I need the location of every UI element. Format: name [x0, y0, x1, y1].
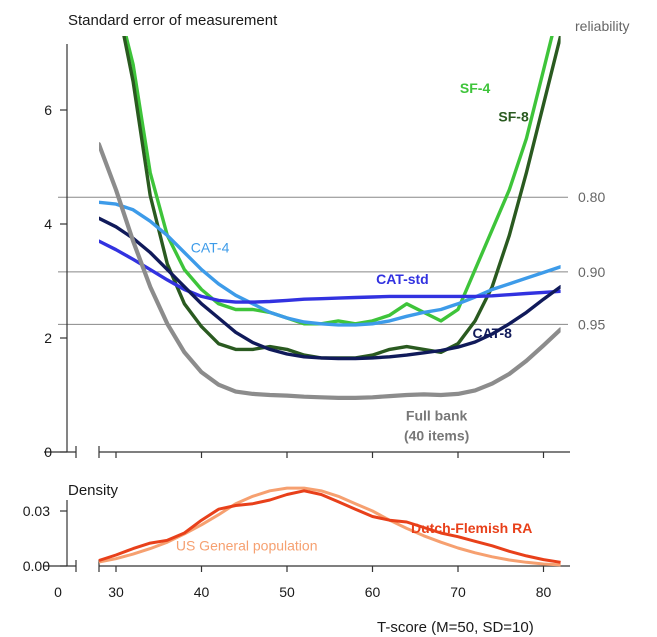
series-label-sf-4: SF-4 [460, 80, 491, 96]
sem-y-tick-label-3: 6 [44, 102, 52, 118]
sem-axis-title: Standard error of measurement [68, 12, 278, 29]
reliability-label-1: 0.90 [578, 264, 605, 280]
series-line-sf-8 [122, 36, 561, 360]
reliability-label-0: 0.80 [578, 189, 605, 205]
series-line-cat-std [99, 239, 561, 304]
reliability-title: reliability [575, 18, 629, 34]
x-tick-label-4: 60 [365, 584, 381, 600]
x-tick-label-3: 50 [279, 584, 295, 600]
series-line-cat-8 [99, 216, 561, 361]
density-line-dutch-flemish-ra [98, 489, 561, 564]
density-label-dutch-flemish-ra: Dutch-Flemish RA [411, 520, 532, 536]
density-panel [44, 486, 570, 572]
series-label-cat-4: CAT-4 [191, 240, 230, 256]
sem-y-tick-label-1: 2 [44, 330, 52, 346]
series-label-full-bank: Full bank (40 items) [404, 408, 469, 444]
x-tick-label-2: 40 [194, 584, 210, 600]
series-label-cat-8: CAT-8 [472, 325, 512, 341]
density-label-us-general-population: US General population [176, 537, 318, 553]
series-line-cat-4 [99, 200, 561, 327]
sem-curves [99, 36, 561, 400]
density-axis-title: Density [68, 482, 119, 499]
series-line-full-bank [99, 142, 561, 400]
series-line-sf-4 [124, 36, 554, 326]
sem-y-tick-label-0: 0 [44, 444, 52, 460]
x-axis-title: T-score (M=50, SD=10) [377, 619, 534, 636]
x-tick-label-1: 30 [108, 584, 124, 600]
density-y-tick-label-1: 0.03 [23, 503, 50, 519]
density-y-tick-label-0: 0.00 [23, 558, 50, 574]
sem-y-tick-label-2: 4 [44, 216, 52, 232]
x-tick-label-5: 70 [450, 584, 466, 600]
reliability-label-2: 0.95 [578, 316, 605, 332]
series-label-sf-8: SF-8 [498, 108, 529, 124]
series-label-cat-std: CAT-std [376, 271, 429, 287]
x-tick-label-0: 0 [54, 584, 62, 600]
x-tick-label-6: 80 [536, 584, 552, 600]
